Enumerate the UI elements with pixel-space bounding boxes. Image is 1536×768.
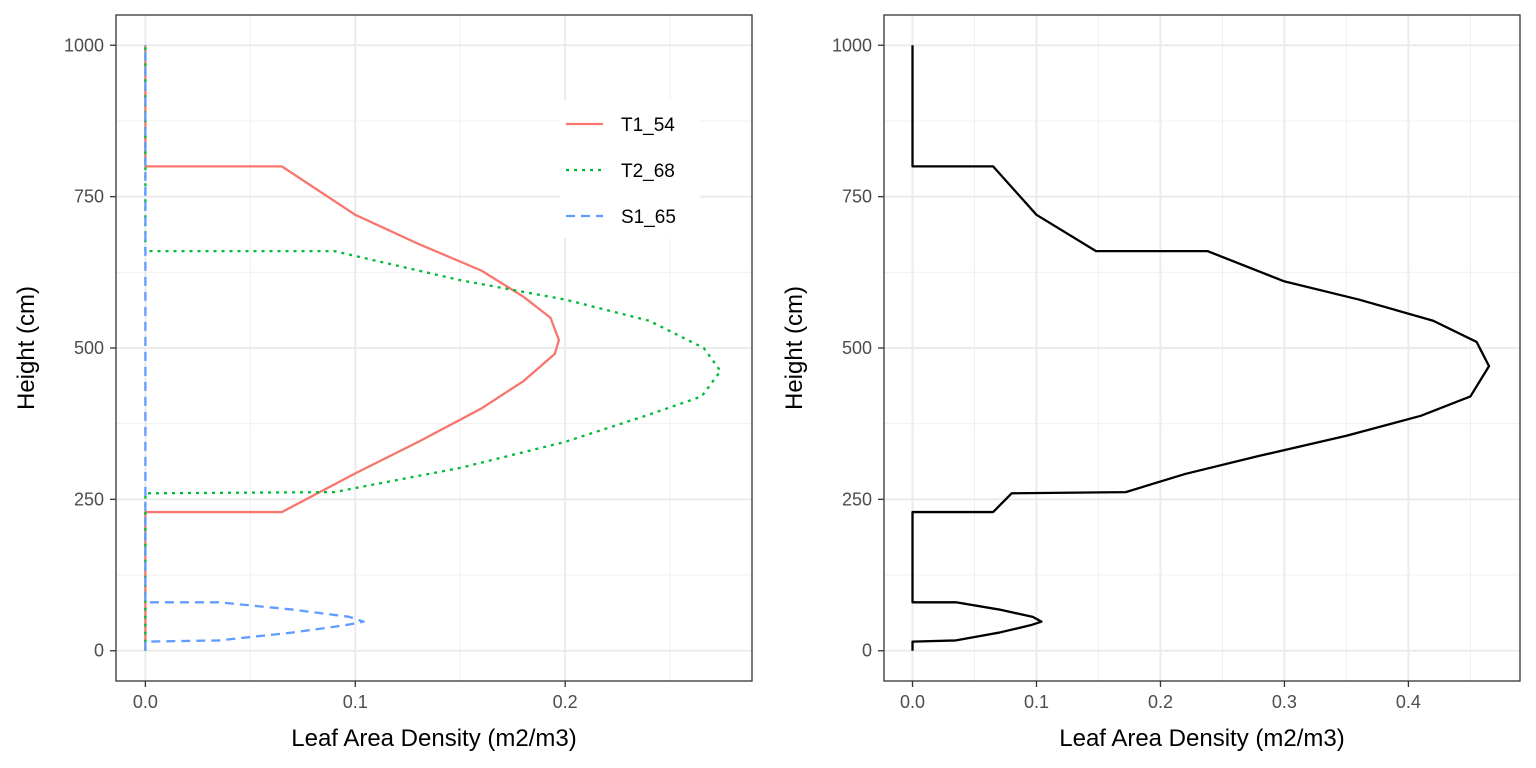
- x-tick-label: 0.1: [1024, 692, 1049, 712]
- y-tick-label: 750: [74, 187, 104, 207]
- x-axis-title: Leaf Area Density (m2/m3): [1059, 725, 1344, 752]
- y-axis-title: Height (cm): [13, 286, 40, 410]
- legend: T1_54 T2_68 S1_65: [560, 100, 700, 238]
- legend-label: T1_54: [621, 115, 675, 136]
- chart-panel-2: 0.0 0.1 0.2 0.3 0.4 0 250 500 750 1000 Leaf Area D…: [781, 14, 1521, 752]
- y-tick-label: 250: [74, 489, 104, 509]
- y-tick-label: 250: [842, 489, 872, 509]
- legend-label: S1_65: [621, 207, 676, 228]
- x-tick-label: 0.3: [1272, 692, 1297, 712]
- x-tick-label: 0.2: [1148, 692, 1173, 712]
- chart-panel-1: 0.0 0.1 0.2 0 250 500 750 1000 Leaf Area Density…: [13, 14, 753, 752]
- x-tick-label: 0.4: [1396, 692, 1421, 712]
- y-tick-label: 500: [74, 338, 104, 358]
- y-tick-label: 1000: [64, 35, 104, 55]
- y-axis-title: Height (cm): [781, 286, 808, 410]
- x-tick-label: 0.0: [900, 692, 925, 712]
- y-tick-label: 1000: [832, 35, 872, 55]
- y-tick-label: 500: [842, 338, 872, 358]
- x-tick-label: 0.2: [553, 692, 578, 712]
- series-line-s1-65: [144, 45, 365, 651]
- y-tick-label: 750: [842, 187, 872, 207]
- x-axis-title: Leaf Area Density (m2/m3): [291, 725, 576, 752]
- y-tick-label: 0: [94, 641, 104, 661]
- x-tick-label: 0.0: [133, 692, 158, 712]
- y-tick-label: 0: [862, 641, 872, 661]
- legend-label: T2_68: [621, 161, 675, 182]
- series-line-t1-54: [144, 45, 561, 651]
- series-line-1: [911, 45, 1491, 651]
- x-tick-label: 0.1: [343, 692, 368, 712]
